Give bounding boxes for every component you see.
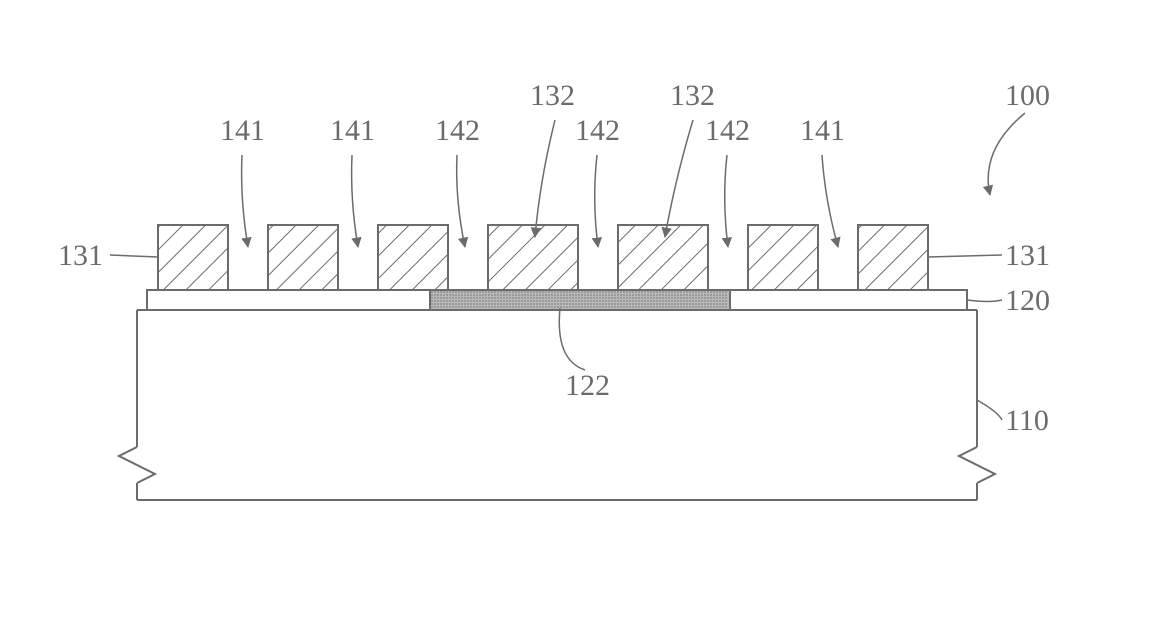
label-100: 100 [1005,79,1050,112]
block-131 [748,225,818,290]
block-132 [488,225,578,290]
block-131 [858,225,928,290]
label-122: 122 [565,369,610,402]
block-132 [618,225,708,290]
label-120: 120 [1005,284,1050,317]
label-141: 141 [330,114,375,147]
cross-section-diagram: 100 110 120 122 131 131 132 132 141 141 142 142 142 1… [0,0,1160,626]
label-131-right: 131 [1005,239,1050,272]
block-131 [158,225,228,290]
label-141: 141 [800,114,845,147]
block-131 [378,225,448,290]
label-142: 142 [435,114,480,147]
label-131-left: 131 [58,239,103,272]
label-141: 141 [220,114,265,147]
label-142: 142 [575,114,620,147]
label-132: 132 [530,79,575,112]
region-122 [430,291,730,309]
block-131 [268,225,338,290]
label-142: 142 [705,114,750,147]
label-132: 132 [670,79,715,112]
label-110: 110 [1005,404,1049,437]
